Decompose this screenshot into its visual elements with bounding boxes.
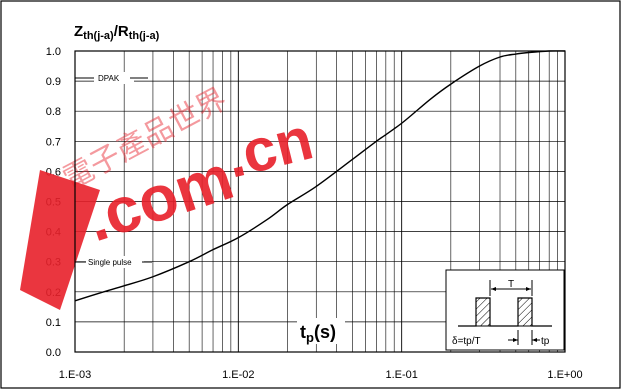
y-tick-label: 0.1 (46, 317, 61, 329)
x-tick-label: 1.E-01 (385, 369, 417, 381)
x-tick-label: 1.E-02 (222, 369, 254, 381)
x-axis-title-bg (297, 318, 345, 344)
dpak-label-bg (94, 72, 134, 84)
tp-arrowhead-left (513, 338, 518, 342)
period-arrowhead-left (491, 287, 496, 291)
y-tick-label: 0.8 (46, 106, 61, 118)
dpak-annotation: DPAK (75, 72, 148, 84)
dpak-label: DPAK (98, 74, 120, 83)
series-line-single-pulse (74, 50, 566, 302)
pulse-inset-frame (445, 269, 565, 351)
pulse-2 (517, 297, 533, 327)
tp-label: tp (541, 336, 550, 347)
watermark-dot-cn: .cn (219, 105, 319, 191)
y-tick-label: 0.7 (46, 136, 61, 148)
period-arrowhead-right (526, 287, 531, 291)
x-axis-title-box: tp(s) (297, 318, 345, 345)
pulse-1 (475, 297, 491, 327)
y-axis-title: Zth(j-a)/Rth(j-a) (74, 23, 160, 42)
tp-arrowhead-right (532, 338, 537, 342)
pulse-waveform (458, 297, 552, 327)
y-tick-label: 0.0 (46, 347, 61, 359)
plot-area-border (74, 50, 566, 353)
watermark-logo-shape (20, 170, 100, 310)
x-axis-title: tp(s) (300, 322, 336, 345)
x-tick-label: 1.E-03 (59, 369, 91, 381)
y-tick-label: 0.9 (46, 76, 61, 88)
x-tick-label: 1.E+00 (547, 369, 582, 381)
single-pulse-annotation: Single pulse (75, 256, 152, 268)
watermark: 電子產品世界 .com .cn (20, 82, 319, 310)
duty-formula: δ=tp/T (452, 336, 481, 347)
single-pulse-label: Single pulse (88, 258, 132, 267)
y-tick-label: 1.0 (46, 46, 61, 58)
period-label: T (508, 279, 514, 290)
pulse-inset: T tp δ=tp/T (445, 269, 565, 351)
single-pulse-label-bg (86, 256, 144, 268)
